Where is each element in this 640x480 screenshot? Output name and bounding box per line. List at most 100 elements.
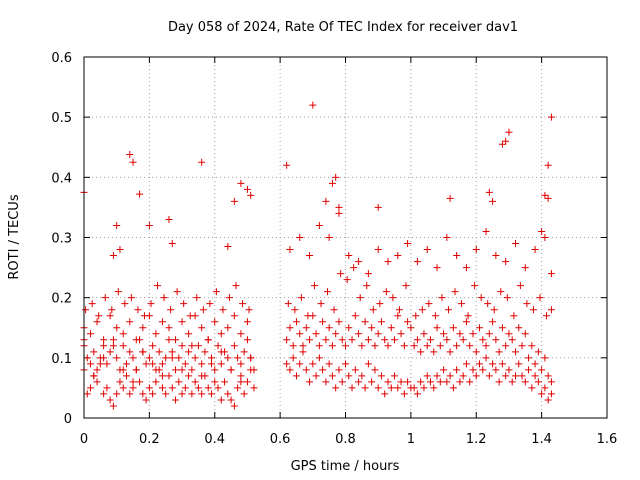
- data-point: [363, 282, 371, 290]
- data-point: [109, 402, 117, 410]
- data-point: [147, 300, 155, 308]
- data-point: [149, 390, 157, 398]
- data-points: [80, 101, 555, 410]
- data-point: [106, 312, 114, 320]
- data-point: [355, 258, 363, 266]
- data-point: [541, 191, 549, 199]
- data-point: [193, 294, 201, 302]
- data-point: [502, 342, 510, 350]
- data-point: [140, 312, 148, 320]
- data-point: [377, 318, 385, 326]
- data-point: [217, 360, 225, 368]
- data-point: [458, 300, 466, 308]
- x-tick-label: 0.2: [139, 432, 160, 447]
- data-point: [198, 360, 206, 368]
- data-point: [518, 372, 526, 380]
- data-point: [304, 312, 312, 320]
- y-tick-label: 0.2: [51, 292, 72, 307]
- data-point: [407, 324, 415, 332]
- data-point: [471, 282, 479, 290]
- data-point: [296, 234, 304, 241]
- data-point: [198, 372, 206, 380]
- data-point: [489, 197, 497, 205]
- data-point: [194, 384, 202, 392]
- data-point: [299, 348, 307, 356]
- data-point: [528, 384, 536, 392]
- data-point: [296, 330, 304, 338]
- data-point: [83, 390, 91, 398]
- data-point: [541, 234, 549, 241]
- data-point: [413, 390, 421, 398]
- data-point: [338, 378, 346, 386]
- data-point: [525, 354, 533, 362]
- data-point: [93, 366, 101, 374]
- data-point: [87, 360, 95, 368]
- data-point: [443, 234, 451, 241]
- x-tick-label: 0.6: [270, 432, 291, 447]
- data-point: [234, 354, 242, 362]
- data-point: [394, 252, 402, 260]
- data-point: [484, 300, 492, 308]
- data-point: [498, 140, 506, 148]
- x-tick-label: 0.4: [204, 432, 225, 447]
- data-point: [217, 348, 225, 356]
- data-point: [485, 372, 493, 380]
- data-point: [211, 378, 219, 386]
- data-point: [508, 378, 516, 386]
- data-point: [292, 318, 300, 326]
- data-point: [443, 336, 451, 344]
- data-point: [350, 264, 358, 272]
- data-point: [498, 324, 506, 332]
- data-point: [221, 378, 229, 386]
- data-point: [538, 366, 546, 374]
- data-point: [286, 324, 294, 332]
- data-point: [395, 306, 403, 314]
- data-point: [466, 378, 474, 386]
- data-point: [462, 318, 470, 326]
- data-point: [325, 360, 333, 368]
- data-point: [348, 384, 356, 392]
- data-point: [95, 312, 103, 320]
- data-point: [332, 173, 340, 181]
- data-point: [490, 306, 498, 314]
- data-point: [397, 330, 405, 338]
- data-point: [342, 360, 349, 368]
- data-point: [109, 252, 117, 260]
- data-point: [413, 336, 421, 344]
- data-point: [358, 372, 366, 380]
- data-point: [206, 300, 214, 308]
- data-point: [356, 294, 364, 302]
- data-point: [165, 372, 173, 380]
- data-point: [289, 354, 297, 362]
- data-point: [204, 336, 212, 344]
- data-point: [404, 240, 412, 248]
- data-point: [168, 384, 176, 392]
- data-point: [139, 390, 147, 398]
- data-point: [93, 318, 101, 326]
- data-point: [289, 342, 297, 350]
- data-point: [361, 318, 369, 326]
- data-point: [328, 179, 336, 187]
- y-tick-label: 0.3: [51, 232, 72, 247]
- data-point: [426, 336, 434, 344]
- data-point: [240, 348, 248, 356]
- data-point: [309, 360, 317, 368]
- data-point: [250, 366, 258, 374]
- data-point: [376, 300, 384, 308]
- data-point: [149, 360, 157, 368]
- data-point: [155, 348, 163, 356]
- data-point: [338, 336, 346, 344]
- data-point: [283, 360, 291, 368]
- data-point: [232, 282, 240, 290]
- data-point: [418, 306, 426, 314]
- data-point: [119, 366, 127, 374]
- data-point: [384, 258, 392, 266]
- data-point: [495, 348, 503, 356]
- data-point: [423, 246, 431, 254]
- data-point: [384, 342, 392, 350]
- data-point: [119, 330, 127, 338]
- data-point: [510, 312, 518, 320]
- data-point: [152, 366, 160, 374]
- data-point: [113, 354, 121, 362]
- data-point: [204, 384, 212, 392]
